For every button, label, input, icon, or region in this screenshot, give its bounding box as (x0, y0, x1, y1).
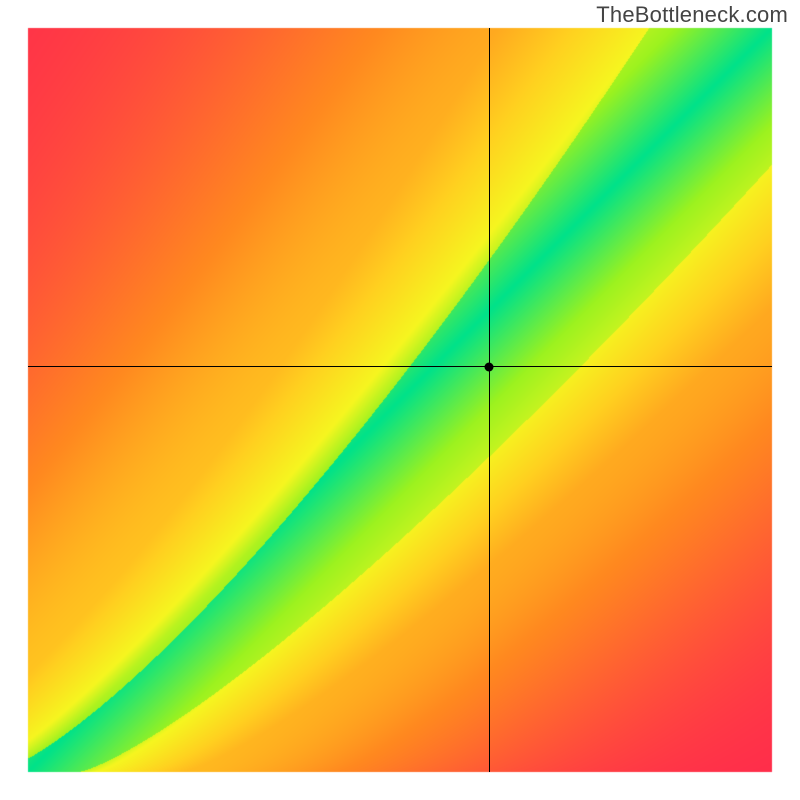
chart-container: TheBottleneck.com (0, 0, 800, 800)
crosshair-dot (485, 362, 494, 371)
crosshair-horizontal (28, 366, 772, 367)
watermark-text: TheBottleneck.com (596, 2, 788, 28)
crosshair-vertical (489, 28, 490, 772)
bottleneck-heatmap (0, 0, 800, 800)
